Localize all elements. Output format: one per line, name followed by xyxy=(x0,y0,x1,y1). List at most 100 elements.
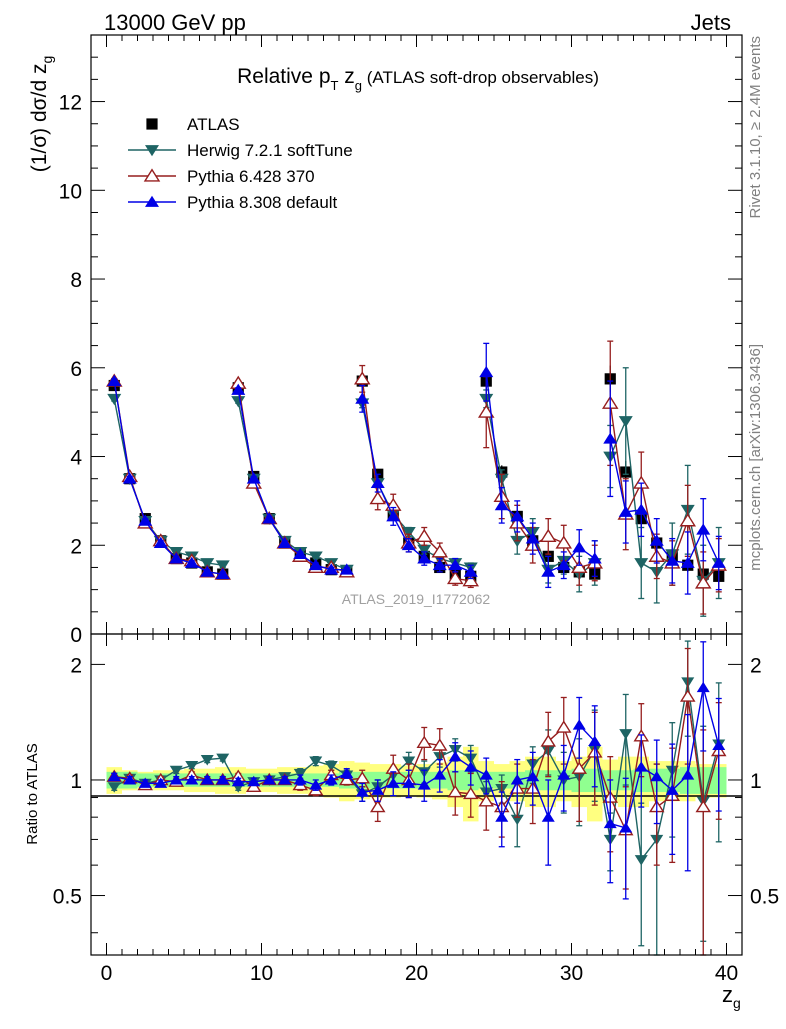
main-ylabel: (1/σ) dσ/d zg xyxy=(28,56,55,173)
legend-marker xyxy=(143,168,161,182)
main-axes: 0 2 4 6 8 10 12 xyxy=(59,34,742,647)
ratio-y-tick-label-right: 2 xyxy=(750,654,762,677)
ratio-data-point xyxy=(185,774,199,785)
main-title: Relative pT zg (ATLAS soft-drop observab… xyxy=(237,65,599,93)
ratio-y-tick-label-right: 1 xyxy=(750,770,762,793)
ratio-data-point xyxy=(540,734,557,747)
legend-marker xyxy=(145,195,159,207)
ratio-data-point xyxy=(200,774,214,785)
ratio-data-point xyxy=(262,774,276,785)
ratio-data-point xyxy=(448,750,462,762)
main-panel: 0 2 4 6 8 10 12 xyxy=(59,34,743,647)
main-data xyxy=(105,340,728,617)
data-point xyxy=(665,554,680,566)
main-title-part: Relative p xyxy=(237,65,330,88)
data-point xyxy=(462,573,480,587)
data-point xyxy=(446,570,464,585)
ratio-data-point xyxy=(634,855,648,866)
ratio-data-point xyxy=(462,786,479,800)
ratio-data-point xyxy=(169,765,183,777)
data-point xyxy=(694,575,712,589)
analysis-watermark: ATLAS_2019_I1772062 xyxy=(342,591,491,607)
ratio-data-point xyxy=(712,739,726,751)
ratio-data-point xyxy=(138,777,152,788)
data-point xyxy=(494,499,509,511)
data-point xyxy=(417,552,432,564)
data-point xyxy=(679,513,697,527)
data-point xyxy=(153,536,168,548)
data-point xyxy=(293,547,308,560)
ratio-data-point xyxy=(695,799,712,813)
ratio-data-point xyxy=(479,769,493,780)
ratio-data-point xyxy=(293,768,307,780)
ratio-data-point xyxy=(324,774,338,785)
data-point xyxy=(618,505,633,517)
legend-marker xyxy=(145,145,159,157)
ratio-data-point xyxy=(386,777,400,788)
ratio-series-line xyxy=(114,687,720,829)
header-left: 13000 GeV pp xyxy=(104,10,246,35)
series-line xyxy=(609,438,720,564)
main-y-tick-label: 12 xyxy=(59,92,82,115)
ratio-data-point xyxy=(355,786,369,797)
ratio-xlabel-part: z xyxy=(722,982,733,1007)
data-point xyxy=(618,416,633,428)
main-y-tick-label: 10 xyxy=(59,180,82,203)
data-point xyxy=(231,396,246,408)
legend-item: Herwig 7.2.1 softTune xyxy=(128,141,353,160)
data-point xyxy=(432,558,447,571)
rivet-version-text: Rivet 3.1.10, ≥ 2.4M events xyxy=(747,36,764,219)
legend-marker xyxy=(146,118,158,130)
ratio-data-point xyxy=(324,761,338,772)
x-tick-label: 0 xyxy=(101,962,113,985)
data-point xyxy=(510,535,525,548)
data-point xyxy=(587,552,602,564)
ratio-data-point xyxy=(447,784,464,798)
ratio-data-point xyxy=(510,814,524,826)
data-point xyxy=(448,558,463,571)
ratio-data-point xyxy=(309,756,323,767)
data-point xyxy=(184,556,199,568)
data-point xyxy=(477,404,495,418)
ratio-series-pythia-8-308-default xyxy=(107,641,726,900)
data-point xyxy=(634,558,649,570)
x-tick-label: 10 xyxy=(250,962,273,985)
ratio-data xyxy=(106,640,727,956)
data-point xyxy=(277,536,292,548)
data-point xyxy=(570,559,588,574)
ratio-xlabel-sub: g xyxy=(733,995,741,1011)
ratio-data-point xyxy=(417,779,431,790)
data-point xyxy=(510,510,525,522)
ratio-data-point xyxy=(369,799,386,813)
legend-item: ATLAS xyxy=(146,115,240,134)
ratio-data-point xyxy=(634,761,648,772)
data-point xyxy=(107,393,122,406)
data-point xyxy=(169,552,184,564)
ratio-data-point xyxy=(619,822,633,833)
ratio-data-point xyxy=(681,769,695,780)
ratio-data-point xyxy=(478,794,495,807)
data-point xyxy=(525,532,540,544)
data-point xyxy=(215,567,230,579)
ratio-data-point xyxy=(679,689,696,702)
ratio-data-point xyxy=(696,681,710,693)
ratio-data-point xyxy=(340,767,354,778)
legend-label: Pythia 6.428 370 xyxy=(187,167,315,186)
ratio-data-point xyxy=(572,719,586,730)
ratio-panel: 0.5 0.51 12 20 10 20 30 40 xyxy=(53,633,779,985)
x-tick-label: 30 xyxy=(560,962,583,985)
mcplots-text: mcplots.cern.ch [arXiv:1306.3436] xyxy=(747,344,764,571)
data-point xyxy=(215,560,230,572)
data-point xyxy=(680,556,695,568)
data-point xyxy=(555,535,573,549)
ratio-data-point xyxy=(154,777,168,788)
data-point xyxy=(603,432,618,444)
ratio-series-line xyxy=(113,681,720,862)
main-y-tick-label: 0 xyxy=(70,624,82,647)
data-point xyxy=(262,512,277,524)
ratio-data-point xyxy=(309,779,323,790)
data-point xyxy=(355,392,370,404)
data-point xyxy=(138,514,153,526)
header-right: Jets xyxy=(691,10,731,35)
ratio-data-point xyxy=(571,761,588,774)
